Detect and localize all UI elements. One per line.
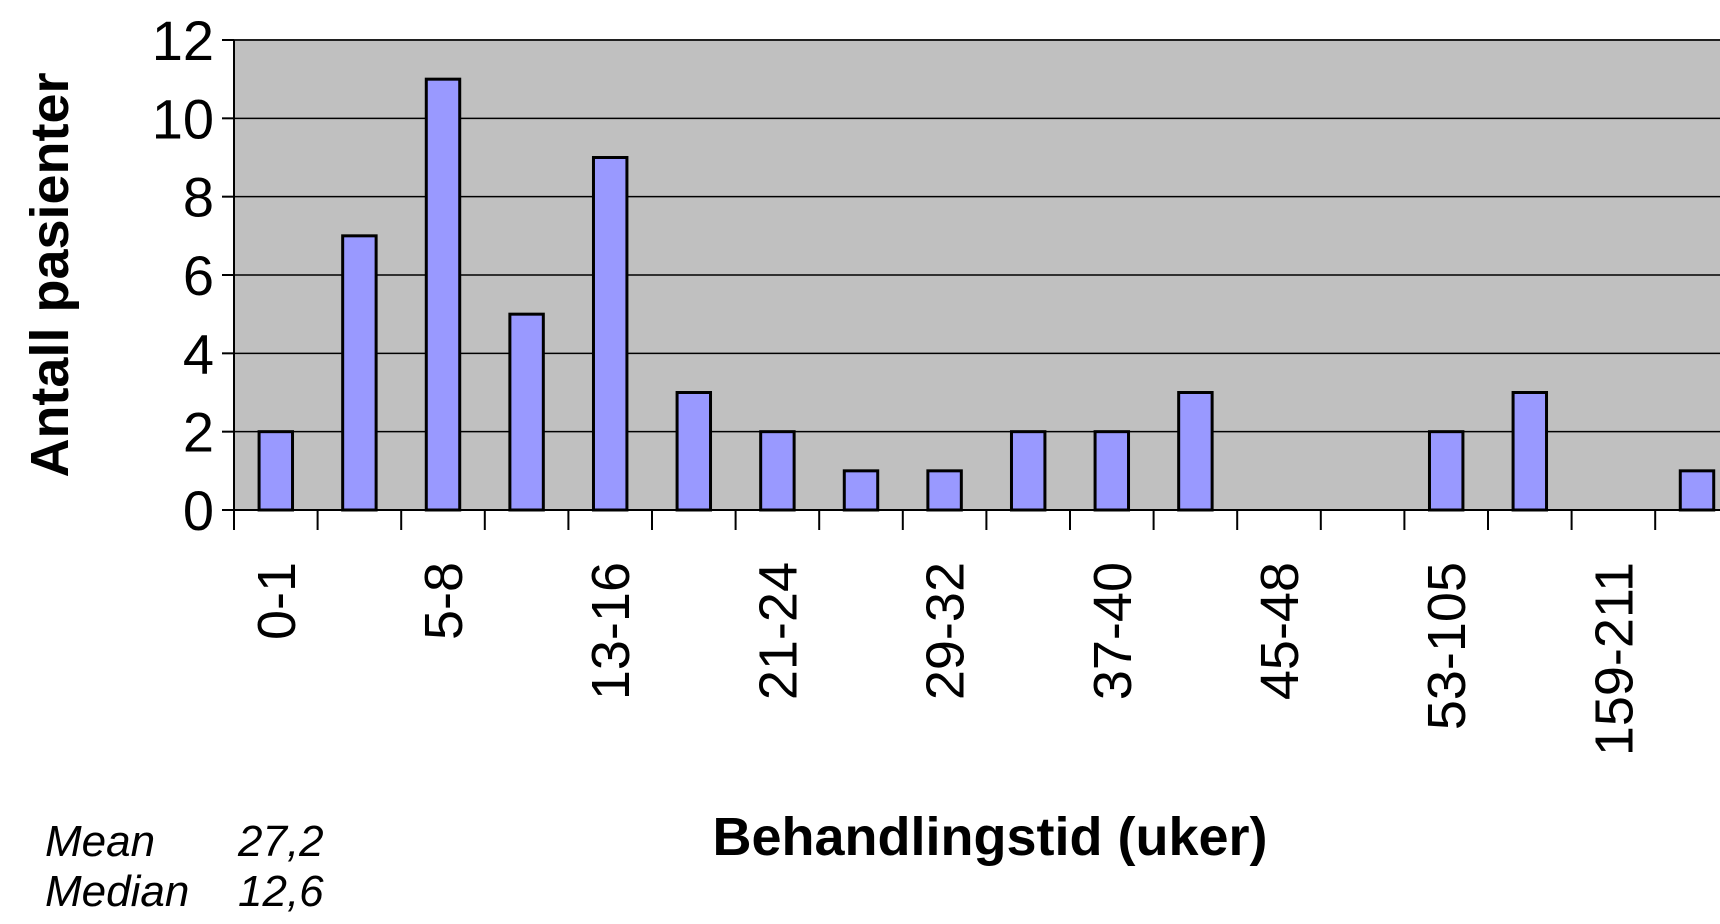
bar (842, 469, 880, 512)
y-tick-label: 8 (183, 166, 214, 229)
y-tick-label: 12 (152, 9, 214, 72)
x-tick-label: 53-105 (1417, 562, 1477, 730)
bar (759, 430, 796, 512)
bar (257, 430, 295, 512)
stat-value: 27,2 (237, 817, 324, 866)
x-tick-label: 13-16 (581, 562, 641, 700)
stat-label: Median (45, 867, 189, 916)
y-tick-label: 6 (183, 244, 214, 307)
x-tick-label: 21-24 (748, 562, 808, 700)
x-tick-label: 37-40 (1083, 562, 1143, 700)
bar (926, 469, 963, 512)
bar (424, 77, 462, 512)
stat-value: 12,6 (238, 867, 324, 916)
x-tick-label: 159-211 (1584, 562, 1644, 756)
bar (1678, 469, 1716, 512)
stat-label: Mean (45, 817, 155, 866)
bar (1093, 430, 1131, 512)
bar (1511, 391, 1549, 512)
bar (1177, 391, 1214, 512)
x-tick-label: 5-8 (414, 562, 474, 640)
bar (1009, 430, 1047, 512)
y-axis-label: Antall pasienter (20, 72, 80, 477)
x-tick-label: 29-32 (916, 562, 976, 700)
x-axis-label: Behandlingstid (uker) (712, 807, 1267, 867)
bar (508, 312, 545, 512)
y-tick-label: 2 (183, 401, 214, 464)
x-tick-label: 0-1 (247, 562, 307, 640)
x-tick-label: 45-48 (1250, 562, 1310, 700)
bar (1427, 430, 1465, 512)
bar (591, 156, 629, 512)
y-tick-label: 4 (183, 322, 214, 385)
bar (675, 391, 713, 512)
y-tick-label: 0 (183, 479, 214, 542)
y-tick-label: 10 (152, 87, 214, 150)
bar (341, 234, 378, 512)
